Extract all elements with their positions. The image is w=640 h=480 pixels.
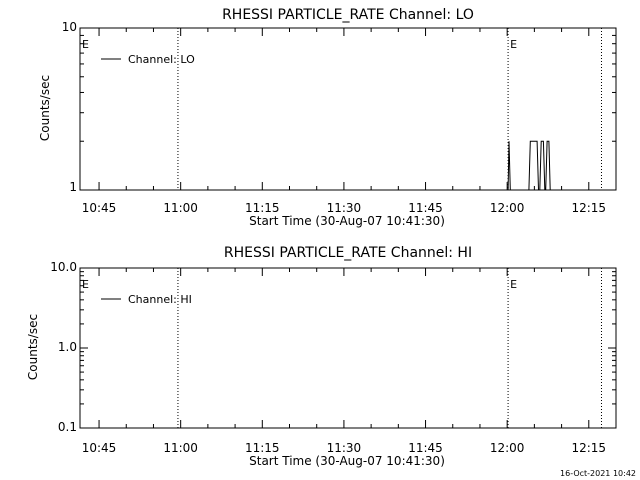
panel-lo-xtick-label: 11:30: [327, 201, 362, 215]
panel-hi-ytick-label-10-0: 10.0: [50, 260, 77, 274]
panel-hi-event-label: E: [82, 278, 89, 291]
panel-lo-xtick-label: 12:15: [571, 201, 606, 215]
panel-hi-xtick-label: 12:00: [490, 441, 525, 455]
panel-hi-title: RHESSI PARTICLE_RATE Channel: HI: [224, 245, 472, 261]
panel-lo-event-label: E: [510, 38, 517, 51]
panel-hi-ytick-label-1-0: 1.0: [58, 340, 77, 354]
panel-hi-xtick-label: 11:00: [163, 441, 198, 455]
panel-lo-xtick-labels: 10:45 11:00 11:15 11:30 11:45 12:00 12:15: [82, 201, 606, 215]
panel-lo-legend-label: Channel: LO: [128, 53, 195, 66]
panel-hi: RHESSI PARTICLE_RATE Channel: HI Counts/…: [26, 245, 617, 468]
panel-hi-ylabel: Counts/sec: [26, 314, 40, 380]
panel-lo-ylabel: Counts/sec: [38, 75, 52, 141]
panel-lo-xtick-label: 11:15: [245, 201, 280, 215]
panel-lo-series-line: [507, 140, 552, 191]
panel-lo-legend: Channel: LO: [101, 53, 195, 66]
panel-lo-xlabel: Start Time (30-Aug-07 10:41:30): [249, 214, 445, 228]
panel-lo-ytick-label-10: 10: [62, 20, 77, 34]
panel-hi-xtick-label: 11:45: [408, 441, 443, 455]
panel-hi-legend-label: Channel: HI: [128, 293, 192, 306]
panel-lo-ytick-label-1: 1: [69, 180, 77, 194]
panel-lo-series: [507, 140, 552, 191]
panel-lo-axes: [79, 27, 617, 191]
panel-hi-xtick-labels: 10:45 11:00 11:15 11:30 11:45 12:00 12:15: [82, 441, 606, 455]
footer-timestamp: 16-Oct-2021 10:42: [560, 469, 636, 478]
panel-lo-plot-frame: [79, 27, 617, 191]
panel-lo-xtick-label: 10:45: [82, 201, 117, 215]
panel-hi-ytick-label-0-1: 0.1: [58, 420, 77, 434]
panel-lo: RHESSI PARTICLE_RATE Channel: LO Counts/…: [38, 7, 617, 228]
panel-hi-axes: [79, 267, 617, 429]
panel-lo-xtick-label: 11:00: [163, 201, 198, 215]
panel-hi-xlabel: Start Time (30-Aug-07 10:41:30): [249, 454, 445, 468]
panel-hi-plot-frame: [79, 267, 617, 429]
panel-lo-event-label: E: [82, 38, 89, 51]
panel-hi-xtick-label: 11:15: [245, 441, 280, 455]
panel-hi-event-label: E: [510, 278, 517, 291]
panel-hi-xtick-label: 12:15: [571, 441, 606, 455]
panel-hi-xtick-label: 10:45: [82, 441, 117, 455]
panel-hi-xtick-label: 11:30: [327, 441, 362, 455]
panel-lo-xtick-label: 11:45: [408, 201, 443, 215]
panel-lo-title: RHESSI PARTICLE_RATE Channel: LO: [222, 7, 474, 23]
panel-hi-legend: Channel: HI: [101, 293, 192, 306]
panel-lo-xtick-label: 12:00: [490, 201, 525, 215]
